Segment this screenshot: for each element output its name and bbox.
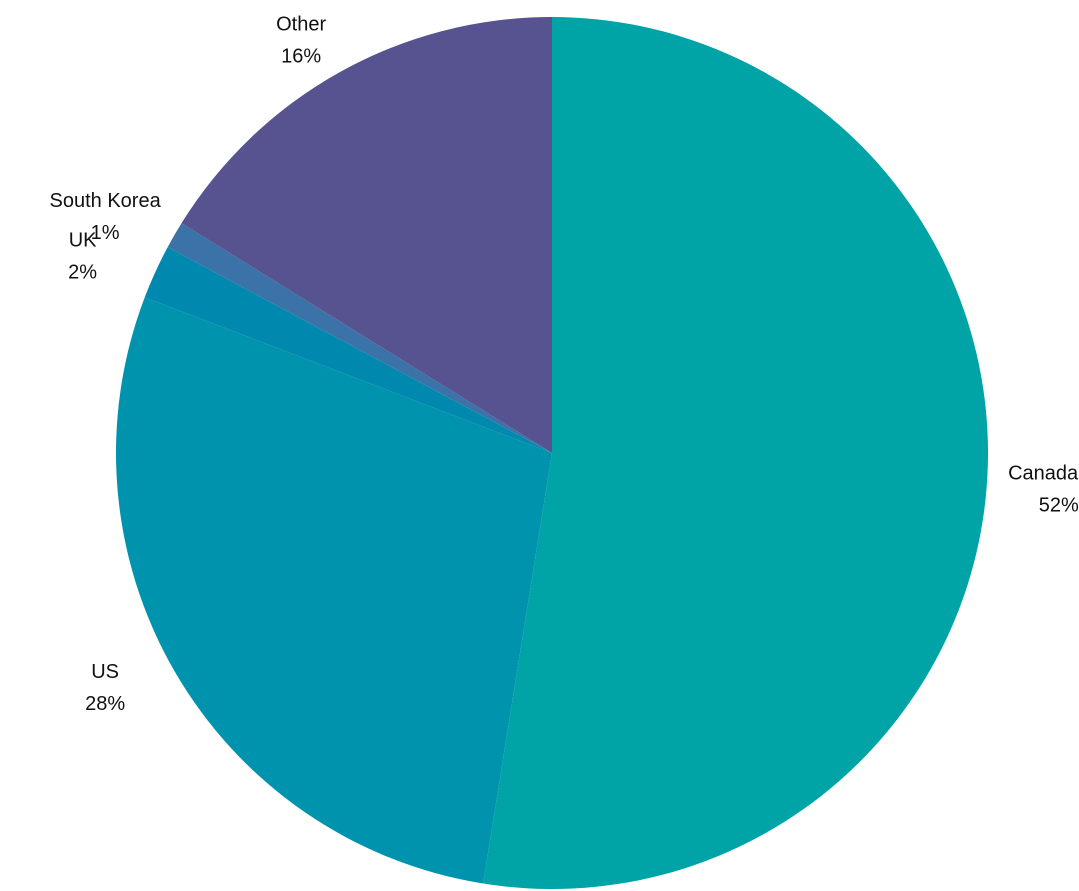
slice-label: South Korea bbox=[50, 190, 162, 212]
slice-value-label: 2% bbox=[68, 262, 97, 284]
slice-label: UK bbox=[69, 230, 97, 252]
pie-slice bbox=[115, 297, 553, 884]
slice-value-label: 28% bbox=[85, 693, 125, 715]
slice-value-label: 52% bbox=[1039, 495, 1079, 517]
slice-label: Canada bbox=[1008, 463, 1079, 485]
slice-label: Other bbox=[276, 14, 326, 36]
pie-slice bbox=[167, 223, 552, 453]
slice-label: US bbox=[91, 661, 119, 683]
pie-slice bbox=[483, 17, 989, 890]
pie-slice bbox=[144, 247, 552, 453]
slice-value-label: 1% bbox=[91, 222, 120, 244]
pie-slice bbox=[181, 17, 552, 453]
slice-value-label: 16% bbox=[281, 46, 321, 68]
